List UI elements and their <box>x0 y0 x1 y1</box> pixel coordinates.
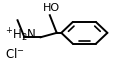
Text: $\mathregular{Cl^{-}}$: $\mathregular{Cl^{-}}$ <box>5 47 25 61</box>
Text: HO: HO <box>43 3 60 13</box>
Text: $\mathregular{^{+}H_2N}$: $\mathregular{^{+}H_2N}$ <box>5 27 36 44</box>
